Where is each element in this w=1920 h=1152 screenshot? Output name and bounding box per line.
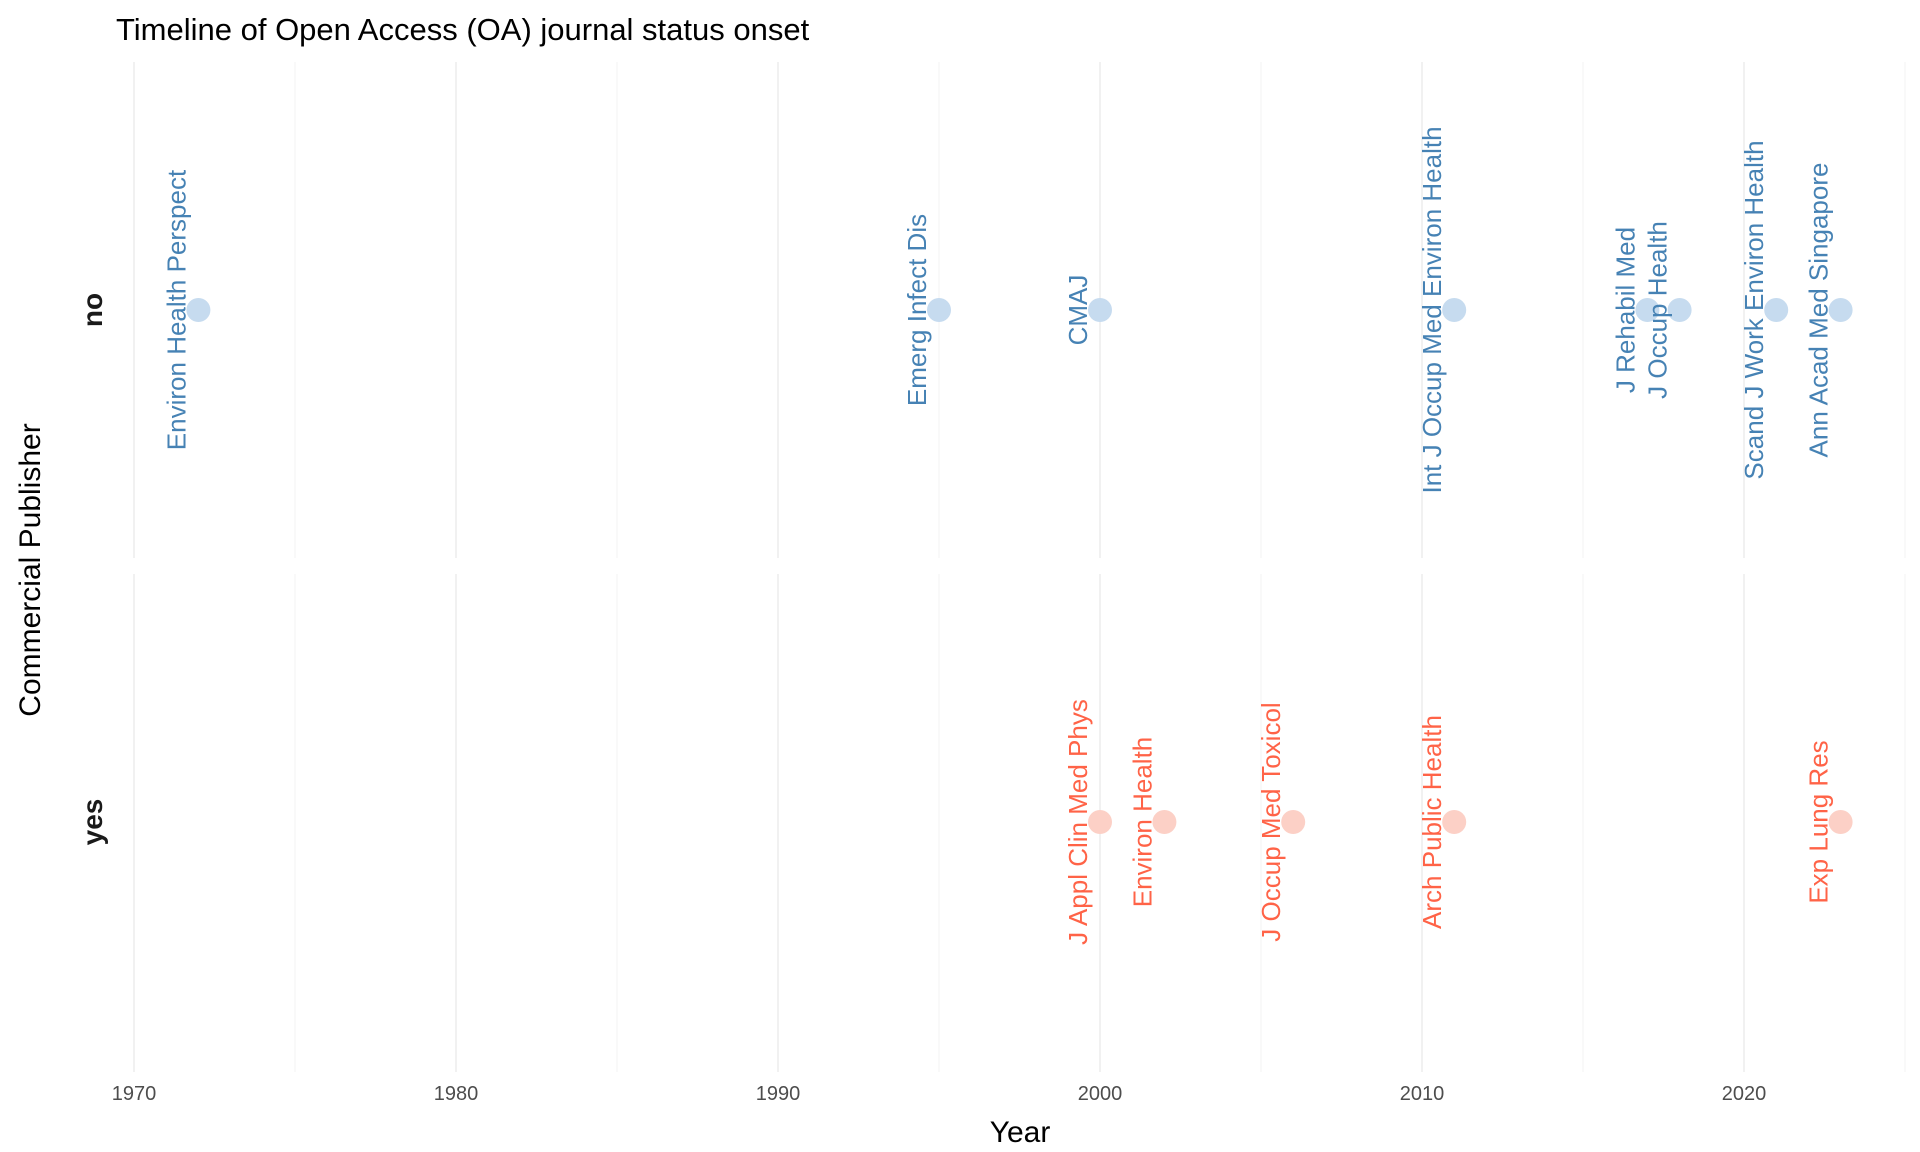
- point-yes-2: [1281, 810, 1306, 834]
- point-label-no-2: CMAJ: [1063, 275, 1093, 346]
- x-tick-label-1980: 1980: [434, 1083, 479, 1105]
- point-no-6: [1764, 298, 1789, 322]
- point-label-no-3: Int J Occup Med Environ Health: [1417, 126, 1447, 493]
- point-label-yes-2: J Occup Med Toxicol: [1256, 702, 1286, 941]
- point-label-yes-3: Arch Public Health: [1417, 715, 1447, 929]
- x-axis-ticks: 1970 1980 1990 2000 2010 2020: [112, 1083, 1767, 1105]
- point-label-no-4: J Rehabil Med: [1610, 227, 1640, 393]
- x-tick-label-1990: 1990: [756, 1083, 801, 1105]
- x-axis-title: Year: [990, 1116, 1051, 1149]
- point-yes-1: [1152, 810, 1177, 834]
- point-yes-3: [1442, 810, 1467, 834]
- point-no-1: [927, 298, 951, 322]
- point-label-yes-0: J Appl Clin Med Phys: [1063, 699, 1093, 945]
- point-no-7: [1828, 298, 1853, 322]
- point-label-no-7: Ann Acad Med Singapore: [1803, 163, 1833, 458]
- grid-layer: [133, 62, 1906, 1072]
- point-label-no-1: Emerg Infect Dis: [902, 214, 932, 406]
- point-label-yes-4: Exp Lung Res: [1803, 740, 1833, 903]
- point-no-0: [186, 298, 211, 322]
- facet-label-no: no: [77, 293, 108, 327]
- point-no-5: [1667, 298, 1692, 322]
- point-label-no-0: Environ Health Perspect: [161, 169, 191, 450]
- point-label-no-5: J Occup Health: [1642, 221, 1672, 399]
- point-yes-4: [1828, 810, 1853, 834]
- point-no-3: [1442, 298, 1467, 322]
- point-yes-0: [1088, 810, 1112, 834]
- facet-label-yes: yes: [77, 799, 108, 846]
- x-tick-label-1970: 1970: [112, 1083, 157, 1105]
- chart-title: Timeline of Open Access (OA) journal sta…: [116, 12, 810, 47]
- x-tick-label-2000: 2000: [1078, 1083, 1123, 1105]
- point-no-4: [1635, 298, 1660, 322]
- y-axis-title: Commercial Publisher: [14, 423, 47, 716]
- data-points: [186, 298, 1853, 834]
- x-tick-label-2020: 2020: [1722, 1083, 1767, 1105]
- x-tick-label-2010: 2010: [1400, 1083, 1445, 1105]
- facet-strip-labels: no yes: [77, 293, 108, 845]
- point-labels: Environ Health Perspect Emerg Infect Dis C…: [161, 126, 1833, 944]
- point-label-yes-1: Environ Health: [1127, 737, 1157, 908]
- point-label-no-6: Scand J Work Environ Health: [1739, 140, 1769, 479]
- point-no-2: [1088, 298, 1112, 322]
